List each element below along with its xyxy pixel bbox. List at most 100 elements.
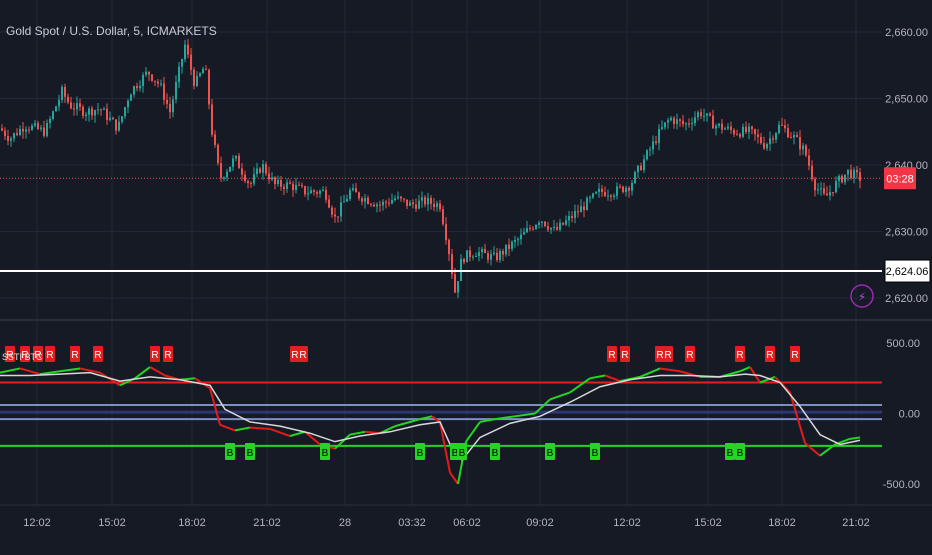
- candle-body: [103, 108, 105, 110]
- candle-body: [532, 228, 534, 230]
- candle: [496, 247, 498, 263]
- candle: [55, 105, 57, 112]
- candle-body: [289, 182, 291, 184]
- candle: [196, 71, 198, 88]
- candle-body: [844, 174, 846, 183]
- candle: [685, 122, 687, 131]
- candle: [445, 217, 447, 245]
- candle-body: [787, 128, 789, 138]
- candle-body: [622, 186, 624, 193]
- candle: [676, 113, 678, 130]
- candle: [13, 132, 15, 143]
- buy-marker-box: [590, 443, 600, 460]
- candle-body: [322, 189, 324, 191]
- candle-body: [334, 214, 336, 217]
- oscillator-tick-label: -500.00: [883, 479, 920, 491]
- candle: [325, 186, 327, 203]
- sell-marker-label: R: [656, 350, 663, 361]
- oscillator-segment: [639, 367, 661, 378]
- candle: [262, 159, 264, 180]
- candle: [838, 174, 840, 188]
- candle: [439, 200, 441, 213]
- buy-marker-box: [725, 443, 735, 460]
- candle: [352, 183, 354, 192]
- candle-body: [124, 107, 126, 117]
- candle-body: [625, 187, 627, 193]
- buy-marker: B: [457, 443, 467, 460]
- sell-marker-box: [620, 346, 630, 362]
- candle: [268, 166, 270, 184]
- candle: [583, 201, 585, 218]
- candle-body: [640, 165, 642, 171]
- candle: [730, 121, 732, 134]
- candle-body: [817, 189, 819, 191]
- candle-body: [277, 180, 279, 185]
- candle-body: [511, 241, 513, 249]
- candle: [52, 110, 54, 121]
- candle-body: [808, 155, 810, 166]
- candle-body: [481, 249, 483, 253]
- candle: [226, 168, 228, 182]
- candle-body: [433, 203, 435, 208]
- candle: [211, 98, 213, 137]
- candle: [568, 210, 570, 227]
- candle-body: [757, 134, 759, 137]
- candle: [415, 198, 417, 212]
- oscillator-segment: [739, 366, 751, 373]
- candle-body: [292, 183, 294, 191]
- candle: [349, 187, 351, 202]
- candle-body: [208, 69, 210, 105]
- sell-marker-box: [5, 346, 15, 362]
- candle: [679, 118, 681, 128]
- oscillator-segment: [494, 415, 516, 421]
- candle-body: [325, 189, 327, 200]
- candle-body: [394, 198, 396, 201]
- candle-body: [352, 188, 354, 191]
- candle: [46, 119, 48, 138]
- candle: [40, 124, 42, 132]
- candle: [112, 116, 114, 120]
- candle-body: [127, 100, 129, 108]
- candle-body: [28, 129, 30, 131]
- candle: [784, 119, 786, 133]
- sell-marker: R: [765, 346, 775, 362]
- candle-body: [685, 123, 687, 125]
- candle-body: [748, 126, 750, 132]
- candle-body: [679, 119, 681, 121]
- buy-marker: B: [545, 443, 555, 460]
- candle: [751, 125, 753, 135]
- candle: [823, 182, 825, 196]
- time-tick-label: 28: [339, 517, 351, 529]
- candle: [370, 202, 372, 208]
- sell-marker: R: [163, 346, 173, 362]
- candle-body: [265, 164, 267, 174]
- candle: [529, 224, 531, 232]
- candle: [790, 132, 792, 139]
- candle-body: [157, 81, 159, 84]
- candle: [523, 227, 525, 235]
- candle: [811, 160, 813, 182]
- level-label-box: [884, 259, 931, 283]
- candle-body: [595, 191, 597, 194]
- candle: [25, 126, 27, 139]
- candle: [241, 163, 243, 181]
- candle: [748, 123, 750, 140]
- candle: [121, 115, 123, 124]
- oscillator-segment: [334, 433, 351, 450]
- candle: [442, 205, 444, 226]
- candle-body: [310, 190, 312, 194]
- oscillator-segment: [789, 392, 806, 444]
- candle: [295, 178, 297, 194]
- candle: [274, 176, 276, 190]
- sell-marker-label: R: [736, 350, 743, 361]
- candle-body: [268, 173, 270, 180]
- candle-body: [172, 99, 174, 113]
- sell-marker-box: [45, 346, 55, 362]
- candle: [526, 220, 528, 234]
- buy-marker-label: B: [247, 448, 254, 459]
- candle-body: [139, 85, 141, 89]
- candle-body: [346, 198, 348, 202]
- candle-body: [88, 108, 90, 115]
- candle-body: [769, 138, 771, 144]
- candle: [535, 223, 537, 231]
